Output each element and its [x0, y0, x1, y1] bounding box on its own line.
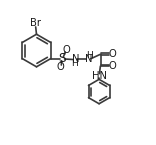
- Text: O: O: [57, 62, 65, 72]
- Text: S: S: [58, 52, 66, 65]
- Text: O: O: [63, 45, 70, 55]
- Text: O: O: [108, 49, 116, 59]
- Text: N: N: [72, 55, 79, 65]
- Text: HN: HN: [92, 71, 107, 81]
- Text: N: N: [85, 55, 93, 65]
- Text: Br: Br: [30, 18, 41, 28]
- Text: H: H: [86, 51, 93, 60]
- Text: H: H: [72, 59, 78, 68]
- Text: O: O: [108, 60, 116, 70]
